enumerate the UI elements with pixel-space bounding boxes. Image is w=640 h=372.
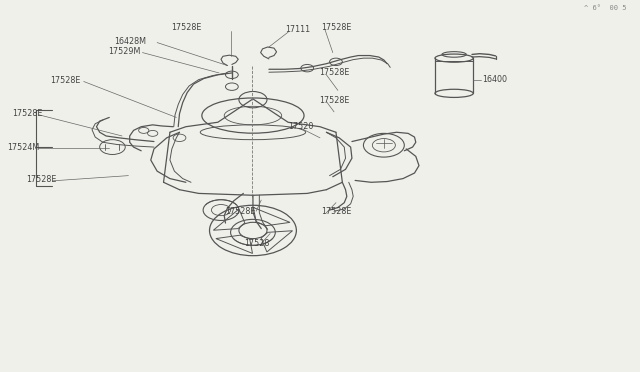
Text: 16400: 16400 [482,75,508,84]
Text: 17528E: 17528E [26,175,56,184]
Text: 17528E: 17528E [321,23,351,32]
Text: 17520: 17520 [288,122,314,131]
Text: 17524M: 17524M [7,143,39,152]
Text: 17529M: 17529M [108,47,140,56]
Text: 17528E: 17528E [12,109,43,118]
Text: 17111: 17111 [285,25,310,34]
Text: 17528E: 17528E [319,68,349,77]
Text: 17528E: 17528E [321,208,351,217]
Text: 17528: 17528 [244,239,270,248]
Text: 16428M: 16428M [115,37,147,46]
Text: ^ 6°  00 5: ^ 6° 00 5 [584,5,627,11]
Text: 17528E: 17528E [225,207,256,216]
Text: 17528E: 17528E [319,96,349,105]
Text: 17528E: 17528E [51,76,81,85]
Text: 17528E: 17528E [172,23,202,32]
